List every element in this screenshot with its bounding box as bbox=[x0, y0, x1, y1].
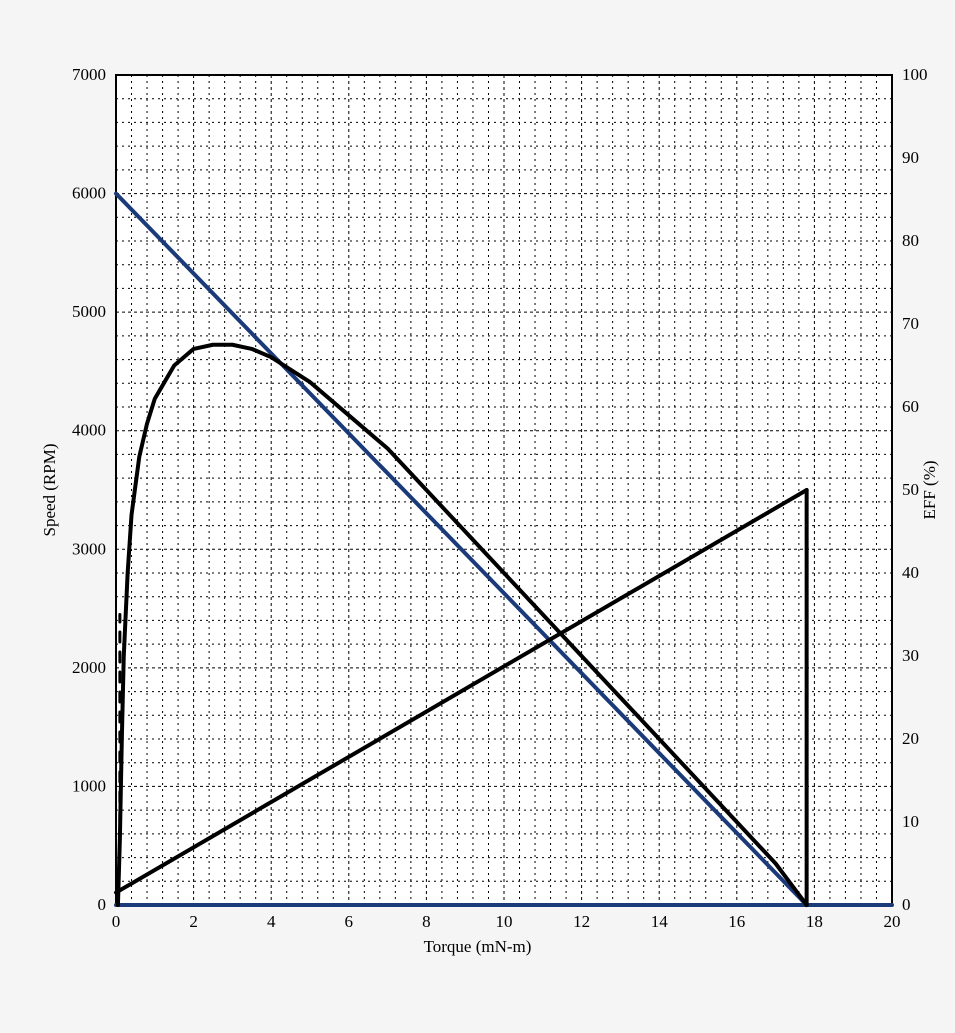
y-right-tick-label: 90 bbox=[902, 148, 919, 167]
y-left-tick-label: 3000 bbox=[72, 539, 106, 558]
y-right-tick-label: 10 bbox=[902, 812, 919, 831]
x-tick-label: 12 bbox=[573, 912, 590, 931]
y-left-axis-label: Speed (RPM) bbox=[40, 430, 60, 550]
x-tick-label: 20 bbox=[884, 912, 901, 931]
x-tick-label: 8 bbox=[422, 912, 431, 931]
y-right-tick-label: 80 bbox=[902, 231, 919, 250]
x-tick-label: 14 bbox=[651, 912, 669, 931]
y-right-tick-label: 20 bbox=[902, 729, 919, 748]
x-tick-label: 10 bbox=[496, 912, 513, 931]
y-left-tick-label: 6000 bbox=[72, 184, 106, 203]
y-right-tick-label: 40 bbox=[902, 563, 919, 582]
x-tick-label: 0 bbox=[112, 912, 121, 931]
y-right-axis-label: EFF (%) bbox=[920, 440, 940, 540]
x-axis-label: Torque (mN-m) bbox=[0, 937, 955, 957]
x-tick-label: 18 bbox=[806, 912, 823, 931]
y-right-tick-label: 60 bbox=[902, 397, 919, 416]
y-left-tick-label: 5000 bbox=[72, 302, 106, 321]
y-right-tick-label: 70 bbox=[902, 314, 919, 333]
y-left-tick-label: 7000 bbox=[72, 65, 106, 84]
y-right-tick-label: 100 bbox=[902, 65, 928, 84]
x-tick-label: 4 bbox=[267, 912, 276, 931]
y-left-tick-label: 1000 bbox=[72, 776, 106, 795]
y-right-tick-label: 0 bbox=[902, 895, 911, 914]
y-left-tick-label: 2000 bbox=[72, 658, 106, 677]
y-right-tick-label: 50 bbox=[902, 480, 919, 499]
x-tick-label: 6 bbox=[345, 912, 354, 931]
y-left-tick-label: 4000 bbox=[72, 421, 106, 440]
x-tick-label: 2 bbox=[189, 912, 198, 931]
x-tick-label: 16 bbox=[728, 912, 745, 931]
y-left-tick-label: 0 bbox=[98, 895, 107, 914]
page: 0246810121416182001000200030004000500060… bbox=[0, 0, 955, 1033]
motor-chart: 0246810121416182001000200030004000500060… bbox=[0, 0, 955, 1033]
y-right-tick-label: 30 bbox=[902, 646, 919, 665]
